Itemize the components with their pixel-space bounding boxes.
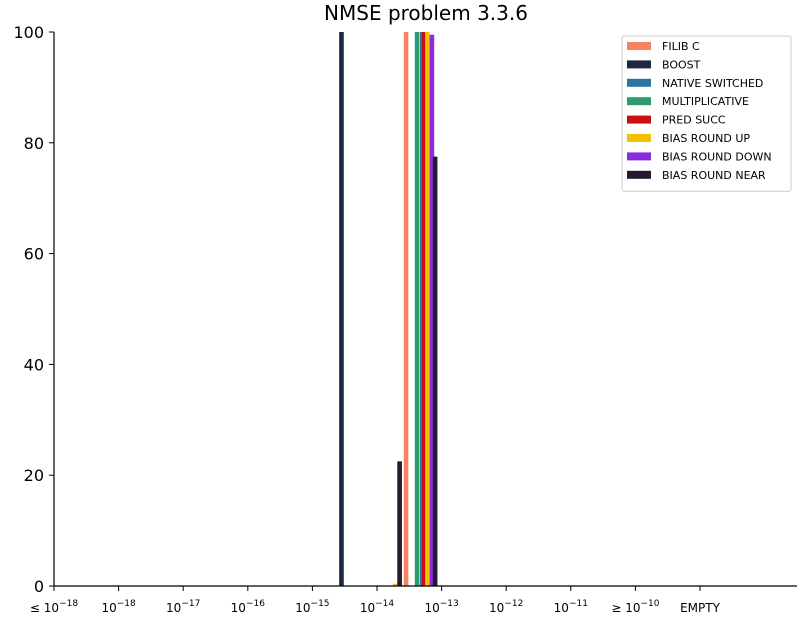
legend-swatch	[627, 170, 651, 179]
x-tick-label: 10−13	[424, 599, 458, 615]
legend-label: BOOST	[662, 58, 701, 71]
legend-label: BIAS ROUND DOWN	[662, 150, 772, 163]
bar-bias-round-up-0	[392, 583, 398, 586]
legend-label: FILIB C	[662, 40, 700, 53]
legend-label: BIAS ROUND NEAR	[662, 169, 766, 182]
bar-bias-round-up-1	[425, 32, 430, 586]
legend-swatch	[627, 78, 651, 87]
legend: FILIB C BOOST NATIVE SWITCHED MULTIPLICATIV…	[621, 35, 792, 192]
y-tick-label: 100	[13, 23, 44, 42]
x-tick-label: 10−17	[166, 599, 200, 615]
bar-bias-round-near-0	[397, 461, 402, 586]
legend-swatch	[627, 60, 651, 69]
x-tick-label: 10−14	[360, 599, 395, 615]
x-tick-label: 10−12	[489, 599, 523, 615]
x-tick-label: 10−16	[231, 599, 266, 615]
legend-swatch	[627, 134, 651, 142]
y-tick-label: 60	[24, 245, 44, 264]
y-tick-label: 20	[24, 466, 44, 485]
legend-swatch	[627, 152, 651, 161]
chart-title: NMSE problem 3.3.6	[324, 1, 528, 25]
y-tick-label: 80	[24, 134, 44, 153]
x-tick-label: EMPTY	[680, 601, 721, 615]
bar-pred-succ-0	[421, 32, 427, 586]
bar-boost-0	[339, 32, 344, 586]
legend-swatch	[627, 97, 651, 106]
legend-swatch	[627, 42, 651, 50]
legend-label: MULTIPLICATIVE	[662, 95, 749, 108]
x-tick-label: 10−15	[295, 599, 329, 615]
legend-label: PRED SUCC	[662, 114, 726, 127]
x-tick-label: 10−11	[554, 599, 588, 615]
y-tick-label: 0	[34, 577, 44, 596]
x-tick-label: ≥ 10−10	[611, 599, 659, 615]
legend-label: NATIVE SWITCHED	[662, 77, 763, 90]
legend-label: BIAS ROUND UP	[662, 132, 750, 145]
bar-bias-round-down-0	[429, 34, 435, 586]
y-tick-label: 40	[24, 355, 44, 374]
bar-multiplicative-0	[414, 32, 420, 586]
legend-swatch	[627, 115, 651, 124]
x-tick-label: 10−18	[101, 599, 136, 615]
bar-bias-round-near-1	[432, 156, 438, 586]
bar-filib-c-0	[403, 32, 409, 586]
bars-layer	[339, 32, 438, 586]
x-tick-label: ≤ 10−18	[30, 599, 78, 615]
legend-box	[621, 35, 792, 192]
axes: 0 20 40 60 80 100 ≤ 10−18 10−18 10−17 10−16 10−15 1…	[13, 23, 797, 615]
